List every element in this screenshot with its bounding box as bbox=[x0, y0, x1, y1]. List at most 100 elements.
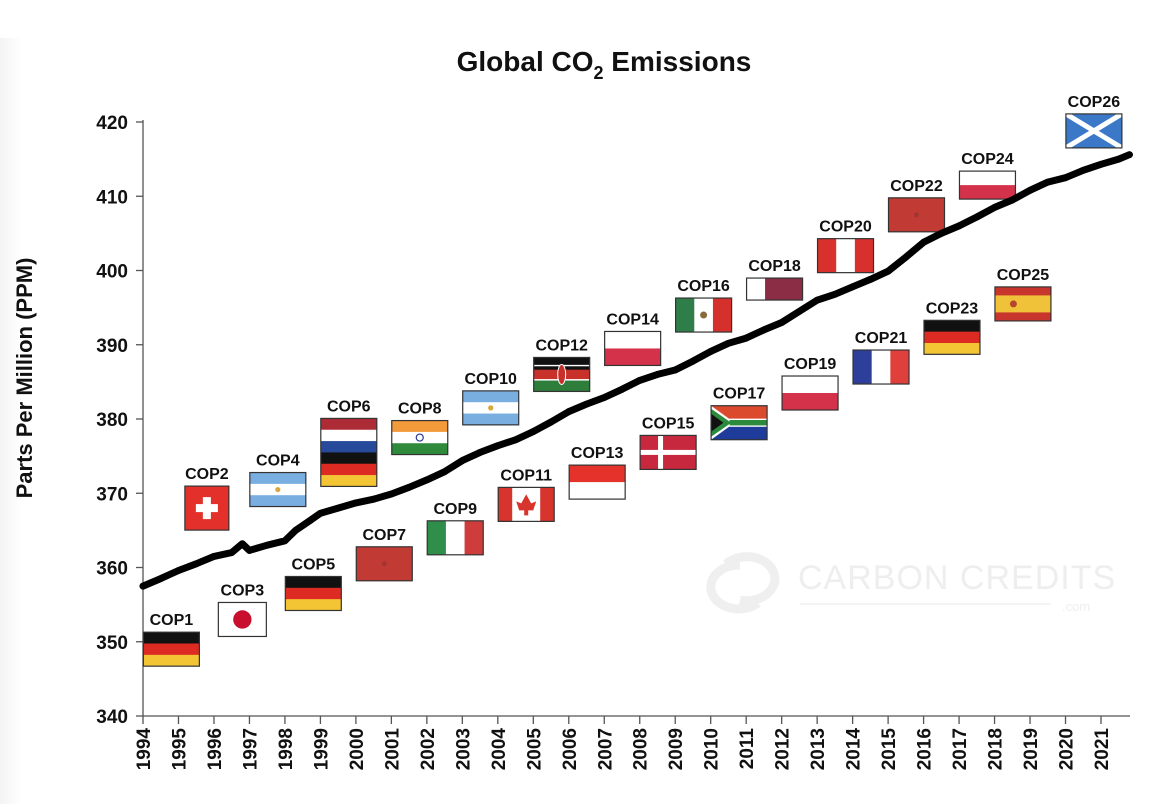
x-tick-label: 2015 bbox=[879, 728, 900, 771]
cop-label: COP9 bbox=[433, 501, 477, 518]
co2-data-point bbox=[210, 552, 218, 560]
south-africa-flag-icon bbox=[710, 405, 768, 441]
france-flag-icon bbox=[852, 349, 910, 385]
argentina-flag-icon bbox=[249, 471, 307, 508]
flag-border bbox=[887, 197, 946, 233]
flag-border bbox=[675, 297, 733, 333]
canada-flag-icon bbox=[497, 486, 555, 522]
mexico-flag-icon bbox=[675, 297, 733, 333]
watermark: CARBON CREDITS .com bbox=[706, 552, 1116, 614]
y-ticks: 340 350 360 370 380 390 400 410 420 bbox=[96, 113, 143, 728]
co2-data-point bbox=[583, 400, 590, 408]
cop-annotation-cop21: COP21 bbox=[852, 330, 910, 385]
co2-data-point bbox=[813, 296, 821, 304]
cop-label: COP12 bbox=[535, 337, 588, 354]
flag-border bbox=[604, 330, 662, 367]
x-tick-label: 2000 bbox=[347, 728, 368, 770]
cop-label: COP21 bbox=[855, 330, 908, 347]
co2-data-point bbox=[1044, 178, 1052, 186]
co2-data-point bbox=[547, 418, 555, 426]
cop-annotation-cop17: COP17 bbox=[710, 386, 768, 441]
morocco-flag-icon bbox=[887, 197, 946, 233]
co2-data-point bbox=[760, 326, 768, 334]
watermark-text: CARBON CREDITS bbox=[798, 559, 1116, 597]
flag-border bbox=[639, 434, 697, 471]
x-tick-label: 1996 bbox=[205, 728, 226, 770]
co2-data-point bbox=[920, 238, 927, 246]
germany-flag-icon bbox=[142, 631, 200, 667]
x-tick-label: 2010 bbox=[702, 728, 723, 770]
japan-flag-icon bbox=[217, 601, 267, 638]
co2-data-point bbox=[654, 371, 661, 378]
flag-border bbox=[462, 390, 520, 426]
cop-label: COP3 bbox=[221, 582, 265, 599]
co2-data-point bbox=[1125, 151, 1133, 159]
cop-annotation-cop13: COP13 bbox=[568, 445, 626, 500]
flag-border bbox=[1065, 113, 1123, 149]
cop-label: COP25 bbox=[997, 267, 1050, 284]
x-tick-label: 1997 bbox=[240, 728, 261, 770]
co2-data-point bbox=[458, 457, 466, 464]
argentina-flag-icon bbox=[462, 390, 520, 426]
x-tick-label: 2004 bbox=[489, 728, 510, 771]
cop-label: COP7 bbox=[362, 527, 406, 544]
co2-data-point bbox=[1008, 196, 1016, 204]
co2-data-point bbox=[175, 567, 182, 574]
germany-flag-icon bbox=[284, 575, 342, 612]
flag-border bbox=[249, 471, 307, 508]
cop-label: COP26 bbox=[1068, 94, 1121, 111]
spain-flag-icon bbox=[994, 286, 1052, 322]
cop-label: COP18 bbox=[748, 258, 801, 275]
axes bbox=[142, 120, 1130, 717]
co2-data-point bbox=[1062, 174, 1069, 182]
title-subscript: 2 bbox=[594, 63, 604, 83]
x-tick-label: 2008 bbox=[631, 728, 652, 770]
italy-flag-icon bbox=[426, 520, 484, 556]
x-tick-label: 1994 bbox=[134, 728, 155, 771]
cop-label: COP11 bbox=[500, 467, 552, 484]
flag-border bbox=[994, 286, 1052, 322]
co2-data-point bbox=[263, 541, 271, 549]
co2-data-point bbox=[955, 222, 963, 230]
scotland-flag-icon bbox=[1064, 111, 1124, 151]
flag-border bbox=[426, 520, 484, 556]
co2-data-point bbox=[228, 549, 236, 557]
indonesia-flag-icon bbox=[568, 464, 626, 500]
x-tick-label: 2016 bbox=[915, 728, 936, 770]
y-tick-label: 360 bbox=[96, 559, 128, 580]
netherlands-germany-flag-icon bbox=[320, 417, 378, 488]
cop-annotation-cop15: COP15 bbox=[639, 415, 697, 471]
cop-annotation-cop25: COP25 bbox=[994, 267, 1052, 322]
flag-border bbox=[355, 546, 413, 582]
kenya-flag-icon bbox=[533, 356, 591, 393]
x-tick-label: 2012 bbox=[773, 728, 794, 770]
flag-border bbox=[781, 375, 839, 411]
cop-annotation-cop22: COP22 bbox=[887, 178, 946, 233]
qatar-flag-icon bbox=[745, 277, 804, 301]
cop-annotation-cop2: COP2 bbox=[184, 466, 230, 531]
flag-border bbox=[217, 601, 267, 638]
co2-data-point bbox=[238, 540, 246, 548]
cop-label: COP22 bbox=[890, 178, 943, 195]
co2-data-point bbox=[1115, 155, 1123, 163]
cop-label: COP1 bbox=[150, 612, 194, 629]
x-tick-label: 2017 bbox=[950, 728, 971, 770]
co2-series-line bbox=[139, 151, 1133, 590]
co2-data-point bbox=[317, 509, 324, 517]
x-tick-label: 2014 bbox=[844, 728, 865, 771]
cop-annotation-cop8: COP8 bbox=[391, 401, 449, 456]
co2-data-point bbox=[370, 495, 378, 503]
poland-flag-icon bbox=[958, 170, 1017, 200]
co2-data-point bbox=[246, 547, 253, 554]
flag-border bbox=[391, 419, 449, 456]
cop-label: COP4 bbox=[256, 453, 300, 470]
co2-data-point bbox=[849, 283, 857, 291]
left-edge-shade bbox=[0, 38, 22, 804]
co2-data-point bbox=[689, 357, 697, 365]
x-tick-label: 1995 bbox=[169, 728, 190, 771]
cop-label: COP17 bbox=[713, 386, 766, 403]
cop-annotation-cop26: COP26 bbox=[1064, 94, 1124, 151]
co2-data-point bbox=[973, 213, 981, 221]
cop-annotation-cop14: COP14 bbox=[604, 311, 662, 367]
co2-data-point bbox=[292, 526, 299, 534]
